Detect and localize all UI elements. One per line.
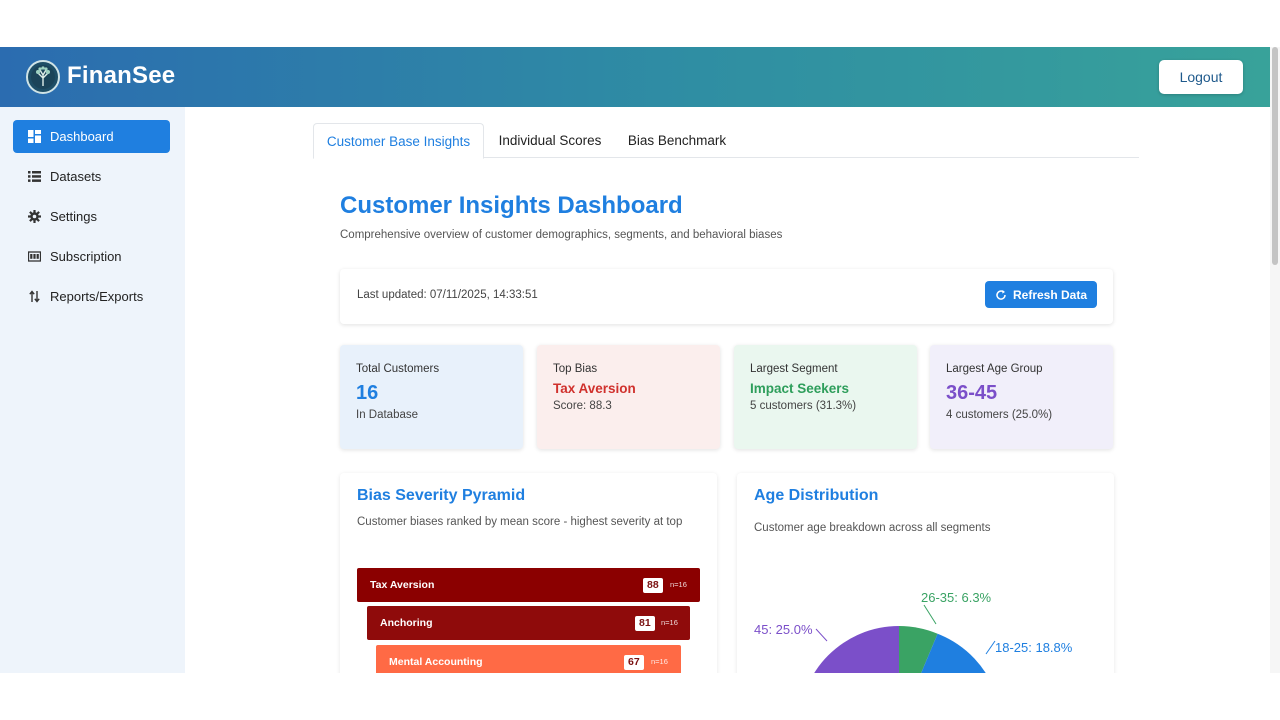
panel-title: Bias Severity Pyramid xyxy=(357,487,526,504)
leader-line xyxy=(985,640,996,655)
bias-sample-size: n=16 xyxy=(661,618,678,627)
sidebar-item-label: Reports/Exports xyxy=(50,289,144,304)
bias-score: 67 xyxy=(624,655,644,670)
stat-sub: In Database xyxy=(356,409,419,421)
sidebar-item-label: Datasets xyxy=(50,169,102,184)
pyramid-bar[interactable]: Tax Aversion 88 n=16 xyxy=(357,568,700,602)
stat-sub: 4 customers (25.0%) xyxy=(946,409,1053,421)
pie-label-36-45: 45: 25.0% xyxy=(754,622,813,637)
sidebar-item-label: Subscription xyxy=(50,249,122,264)
sidebar-item-settings[interactable]: Settings xyxy=(13,200,170,233)
pie-slice-18-25[interactable] xyxy=(899,633,997,673)
stat-card-largest-age-group: Largest Age Group 36-45 4 customers (25.… xyxy=(930,345,1113,449)
panel-subtitle: Customer age breakdown across all segmen… xyxy=(754,522,991,534)
list-icon xyxy=(28,170,41,183)
stat-label: Largest Age Group xyxy=(946,363,1043,375)
stat-value: Impact Seekers xyxy=(750,381,850,396)
brand-name: FinanSee xyxy=(67,62,176,89)
stat-label: Largest Segment xyxy=(750,363,838,375)
age-pie-chart xyxy=(799,604,997,673)
tab-bar: Customer Base Insights Individual Scores… xyxy=(313,123,1139,159)
panel-subtitle: Customer biases ranked by mean score - h… xyxy=(357,516,683,528)
logo-icon xyxy=(26,60,60,94)
sort-arrows-icon xyxy=(28,290,41,303)
stat-value: 36-45 xyxy=(946,382,998,404)
sidebar-item-dashboard[interactable]: Dashboard xyxy=(13,120,170,153)
tab-bias-benchmark[interactable]: Bias Benchmark xyxy=(627,133,727,148)
stat-card-total-customers: Total Customers 16 In Database xyxy=(340,345,523,449)
refresh-data-button[interactable]: Refresh Data xyxy=(985,281,1097,308)
stat-sub: Score: 88.3 xyxy=(553,400,612,412)
stat-value: Tax Aversion xyxy=(553,381,636,396)
last-updated-text: Last updated: 07/11/2025, 14:33:51 xyxy=(357,289,538,301)
main-content: Customer Base Insights Individual Scores… xyxy=(185,107,1270,673)
bias-score: 88 xyxy=(643,578,663,593)
refresh-icon xyxy=(996,289,1006,300)
bias-name: Mental Accounting xyxy=(389,656,483,668)
sidebar-item-label: Settings xyxy=(50,209,97,224)
stat-card-largest-segment: Largest Segment Impact Seekers 5 custome… xyxy=(734,345,917,449)
pie-label-18-25: 18-25: 18.8% xyxy=(995,640,1073,655)
scrollbar[interactable] xyxy=(1270,47,1280,673)
last-updated-card: Last updated: 07/11/2025, 14:33:51 Refre… xyxy=(340,269,1113,324)
scrollbar-thumb[interactable] xyxy=(1272,47,1278,265)
sidebar-item-subscription[interactable]: Subscription xyxy=(13,240,170,273)
gear-icon xyxy=(28,210,41,223)
stat-card-top-bias: Top Bias Tax Aversion Score: 88.3 xyxy=(537,345,720,449)
tab-customer-base-insights[interactable]: Customer Base Insights xyxy=(313,123,484,159)
age-distribution-panel: Age Distribution Customer age breakdown … xyxy=(737,473,1114,673)
card-icon xyxy=(28,250,41,263)
stat-sub: 5 customers (31.3%) xyxy=(750,400,857,412)
bias-name: Anchoring xyxy=(380,617,433,629)
sidebar-item-reports-exports[interactable]: Reports/Exports xyxy=(13,280,170,313)
leader-line xyxy=(815,628,828,642)
pyramid-bar[interactable]: Anchoring 81 n=16 xyxy=(367,606,690,640)
sidebar-item-label: Dashboard xyxy=(50,129,114,144)
top-header: FinanSee Logout xyxy=(0,47,1270,107)
dashboard-icon xyxy=(28,130,41,143)
page-title: Customer Insights Dashboard xyxy=(340,192,683,219)
logout-button[interactable]: Logout xyxy=(1159,60,1243,94)
stat-label: Top Bias xyxy=(553,363,598,375)
sidebar-item-datasets[interactable]: Datasets xyxy=(13,160,170,193)
stat-value: 16 xyxy=(356,382,379,404)
page-subtitle: Comprehensive overview of customer demog… xyxy=(340,229,783,241)
pie-label-26-35: 26-35: 6.3% xyxy=(921,590,992,605)
pie-slice-26-35[interactable] xyxy=(899,626,938,673)
refresh-data-label: Refresh Data xyxy=(1012,287,1088,302)
bias-score: 81 xyxy=(635,616,655,631)
sidebar: Dashboard Datasets Settings Subscription… xyxy=(0,107,185,673)
bias-severity-pyramid-panel: Bias Severity Pyramid Customer biases ra… xyxy=(340,473,717,673)
bias-sample-size: n=16 xyxy=(670,580,687,589)
tab-individual-scores[interactable]: Individual Scores xyxy=(498,133,602,148)
pyramid-bar[interactable]: Mental Accounting 67 n=16 xyxy=(376,645,681,673)
bias-name: Tax Aversion xyxy=(370,579,435,591)
stat-label: Total Customers xyxy=(356,363,440,375)
bias-sample-size: n=16 xyxy=(651,657,668,666)
pie-slice-36-45[interactable] xyxy=(799,626,899,673)
app-window: FinanSee Logout Dashboard Datasets Setti… xyxy=(0,47,1270,673)
leader-line xyxy=(923,604,937,625)
panel-title: Age Distribution xyxy=(754,487,879,504)
